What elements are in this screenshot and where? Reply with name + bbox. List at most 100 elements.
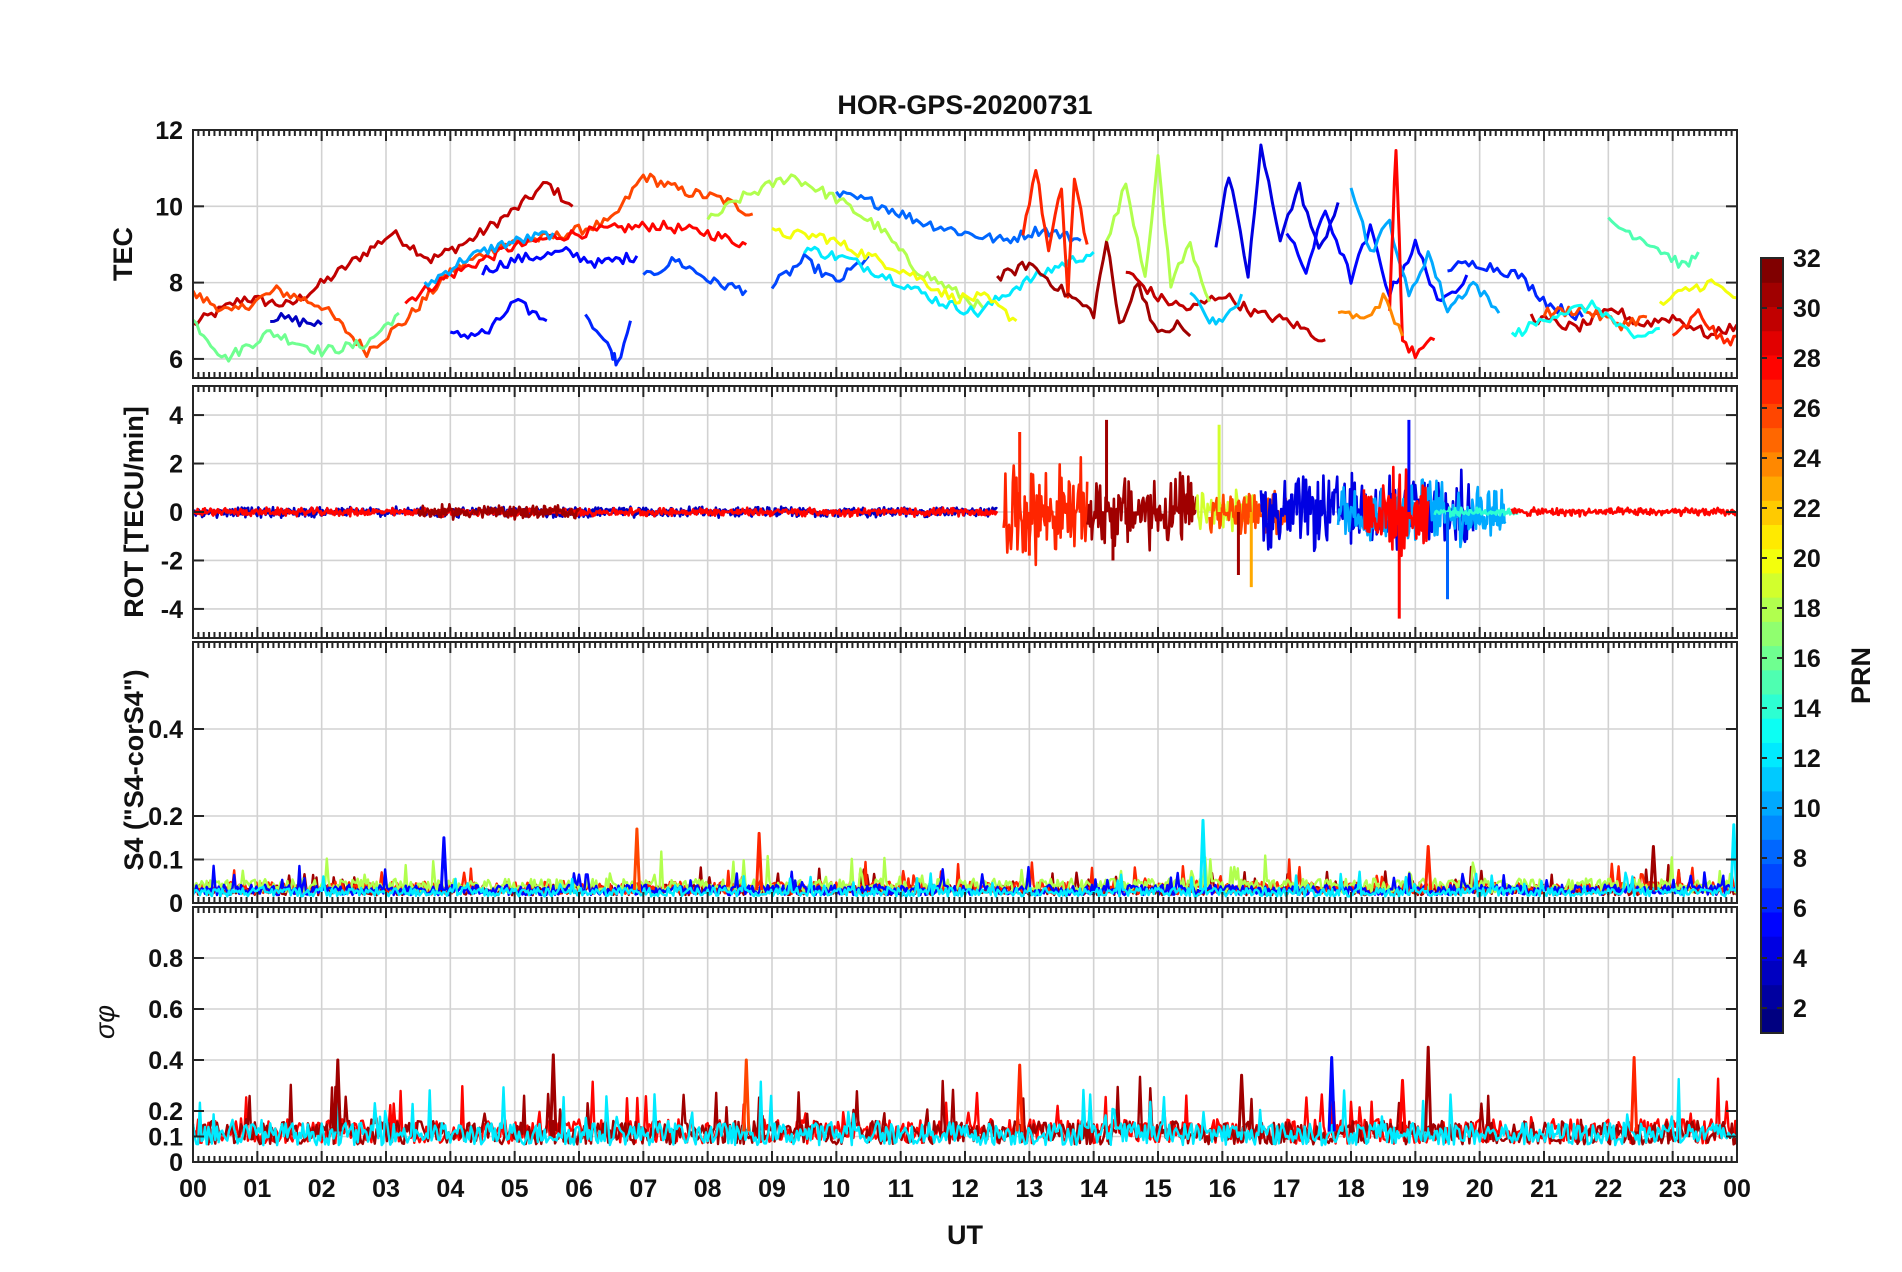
x-tick-label: 02	[308, 1175, 336, 1203]
colorbar-bin	[1761, 548, 1783, 574]
tec-series-prn-7	[642, 256, 748, 297]
colorbar-bin	[1761, 306, 1783, 332]
grid-s4	[193, 642, 1737, 903]
sigma-spike-prn-31	[333, 1058, 342, 1132]
x-tick-label: 16	[1208, 1175, 1236, 1203]
tec-series-prn-30	[1125, 270, 1326, 343]
y-tick-label: 0.6	[148, 996, 183, 1024]
colorbar-bin	[1761, 475, 1783, 501]
colorbar-tick-label: 20	[1793, 545, 1821, 573]
colorbar-bin	[1761, 379, 1783, 404]
grid-tec	[193, 130, 1737, 378]
y-tick-label: 0.1	[148, 847, 183, 875]
tec-series-prn-8	[835, 190, 1082, 245]
colorbar-bin	[1761, 887, 1783, 913]
colorbar-bin	[1761, 790, 1783, 816]
x-tick-label: 04	[436, 1175, 464, 1203]
rot-series-prn-28	[1510, 506, 1737, 518]
tec-series-prn-28	[1388, 149, 1436, 360]
panel-tec: 6 8 10 12 TEC	[108, 117, 1738, 379]
x-tick-label: 21	[1530, 1175, 1558, 1203]
colorbar-tick-label: 18	[1793, 595, 1821, 623]
x-tick-label: 19	[1401, 1175, 1429, 1203]
y-tick-label: -2	[161, 547, 183, 575]
series-tec	[193, 143, 1737, 367]
colorbar-bin	[1761, 693, 1783, 719]
axes-tec	[192, 129, 1738, 379]
s4-spike-prn-12	[1729, 823, 1737, 891]
colorbar-tick-label: 22	[1793, 495, 1821, 523]
x-tick-label: 15	[1144, 1175, 1172, 1203]
tec-series-prn-31	[996, 240, 1192, 338]
colorbar-bin	[1761, 500, 1783, 526]
colorbar-tick-label: 30	[1793, 295, 1821, 323]
x-tick-label: 06	[565, 1175, 593, 1203]
y-tick-label: 0	[169, 499, 183, 527]
colorbar-tick-label: 26	[1793, 395, 1821, 423]
colorbar-bin	[1761, 815, 1783, 840]
colorbar-bin	[1761, 597, 1783, 622]
y-tick-label: 0.8	[148, 945, 183, 973]
tec-series-prn-20	[771, 227, 1018, 323]
rot-series-prn-14	[1433, 506, 1519, 518]
colorbar-bin	[1761, 330, 1783, 356]
colorbar-bin	[1761, 742, 1783, 768]
colorbar-bin	[1761, 911, 1783, 937]
tec-series-prn-7	[770, 253, 870, 290]
colorbar-bin	[1761, 984, 1783, 1010]
colorbar-tick-label: 12	[1793, 745, 1821, 773]
x-tick-label: 08	[694, 1175, 722, 1203]
tec-series-prn-28	[404, 219, 748, 305]
tec-series-prn-27	[1021, 169, 1089, 299]
tec-series-prn-5	[449, 297, 548, 340]
x-tick-label: 01	[243, 1175, 271, 1203]
panel-sigma: 00.10.2 0.4 0.6 0.8 σφ	[90, 906, 1738, 1177]
sigma-series-prn-12	[193, 1077, 1737, 1147]
colorbar-tick-label: 32	[1793, 245, 1821, 273]
y-axis-label-rot: ROT [TECU/min]	[119, 406, 149, 617]
s4-series-prn-18	[193, 850, 1737, 894]
colorbar-label: PRN	[1846, 647, 1876, 704]
y-tick-label: 0.1	[148, 1124, 183, 1152]
rot-series-prn-28	[193, 506, 999, 518]
colorbar-tick-label: 8	[1793, 845, 1807, 873]
s4-spike-prn-26	[632, 827, 641, 891]
y-tick-label: 10	[155, 193, 183, 221]
tec-series-prn-18	[706, 173, 986, 311]
series-rot	[193, 419, 1737, 619]
y-tick-label: 0.2	[148, 1098, 183, 1126]
x-tick-label: 03	[372, 1175, 400, 1203]
colorbar-bin	[1761, 572, 1783, 598]
colorbar-bin	[1761, 621, 1783, 647]
colorbar-bin	[1761, 258, 1783, 283]
colorbar-bin	[1761, 354, 1783, 380]
tec-series-prn-30	[1529, 307, 1737, 340]
colorbar-bin	[1761, 645, 1783, 671]
colorbar-bin	[1761, 1008, 1783, 1034]
sigma-spike-prn-31	[1424, 1045, 1433, 1132]
sigma-spike-prn-27	[1015, 1063, 1024, 1132]
colorbar-bin	[1761, 766, 1783, 792]
x-tick-label: 17	[1273, 1175, 1301, 1203]
tec-series-prn-16	[193, 311, 400, 363]
s4-spike-prn-27	[755, 831, 764, 891]
tec-series-prn-30	[193, 181, 574, 327]
y-tick-label: 0.2	[148, 803, 183, 831]
tec-series-prn-20	[1658, 278, 1737, 306]
x-axis-label: UT	[947, 1220, 983, 1250]
colorbar-bin	[1761, 403, 1783, 429]
axes-sigma	[192, 906, 1738, 1163]
y-tick-label: 0	[169, 890, 183, 918]
x-tick-label: 11	[887, 1175, 914, 1203]
y-axis-label-s4: S4 ("S4-corS4")	[119, 669, 149, 870]
sigma-spike-prn-26	[742, 1058, 751, 1132]
axes-rot	[192, 385, 1738, 639]
x-tick-label: 10	[822, 1175, 850, 1203]
colorbar-bin	[1761, 839, 1783, 865]
tec-series-prn-27	[1671, 308, 1737, 347]
x-tick-labels: 00 01 02 03 04 05 06 07 08 09 10 11 12 13 14 15 16 17 18 19…	[179, 1175, 1751, 1203]
axes-s4	[192, 641, 1738, 904]
tec-series-prn-10	[1349, 187, 1501, 314]
